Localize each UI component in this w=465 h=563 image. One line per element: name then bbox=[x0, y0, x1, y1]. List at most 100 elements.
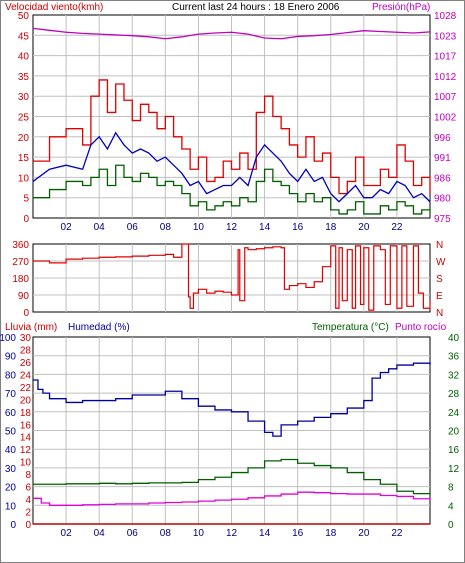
x-tick-label: 20 bbox=[358, 528, 370, 539]
compass-label: W bbox=[436, 257, 446, 268]
wind-tick-label: 10 bbox=[18, 173, 30, 184]
humidity-tick-label: 100 bbox=[0, 333, 16, 344]
chart-title: Current last 24 hours : 18 Enero 2006 bbox=[172, 2, 340, 13]
wind-gust-series bbox=[33, 79, 431, 195]
temperature-tick-label: 36 bbox=[448, 352, 460, 363]
x-tick-label: 22 bbox=[391, 528, 403, 539]
direction-tick-label: 270 bbox=[12, 257, 29, 268]
x-tick-label: 12 bbox=[226, 528, 238, 539]
pressure-tick-label: 991 bbox=[434, 153, 451, 164]
temperature-tick-label: 24 bbox=[448, 408, 460, 419]
humidity-tick-label: 50 bbox=[5, 427, 17, 438]
wind-tick-label: 45 bbox=[18, 31, 30, 42]
temperature-tick-label: 4 bbox=[448, 501, 454, 512]
wind-tick-label: 20 bbox=[18, 133, 30, 144]
wind-tick-label: 40 bbox=[18, 52, 30, 63]
pressure-tick-label: 1017 bbox=[434, 52, 457, 63]
rain-tick-label: 16 bbox=[20, 420, 32, 431]
dewpoint-axis-title: Punto rocío bbox=[395, 322, 447, 333]
wind-tick-label: 30 bbox=[18, 92, 30, 103]
rain-tick-label: 22 bbox=[20, 383, 32, 394]
temperature-tick-label: 28 bbox=[448, 389, 460, 400]
wind-tick-label: 5 bbox=[23, 194, 29, 205]
pressure-tick-label: 1023 bbox=[434, 31, 457, 42]
temperature-tick-label: 40 bbox=[448, 333, 460, 344]
x-tick-label: 12 bbox=[226, 222, 238, 233]
x-tick-label: 14 bbox=[259, 222, 271, 233]
pressure-tick-label: 975 bbox=[434, 214, 451, 225]
x-tick-label: 20 bbox=[358, 222, 370, 233]
rain-tick-label: 6 bbox=[25, 483, 31, 494]
compass-label: N bbox=[436, 240, 443, 251]
x-tick-label: 10 bbox=[193, 528, 205, 539]
pressure-axis-title: Presión(hPa) bbox=[372, 2, 430, 13]
humidity-tick-label: 80 bbox=[5, 370, 17, 381]
rain-tick-label: 26 bbox=[20, 358, 32, 369]
wind-tick-label: 25 bbox=[18, 113, 30, 124]
temperature-series bbox=[33, 458, 431, 495]
humidity-tick-label: 90 bbox=[5, 352, 17, 363]
x-tick-label: 06 bbox=[127, 528, 139, 539]
humidity-axis-title: Humedad (%) bbox=[68, 322, 130, 333]
humidity-tick-label: 10 bbox=[5, 501, 17, 512]
x-tick-label: 14 bbox=[259, 528, 271, 539]
humidity-tick-label: 30 bbox=[5, 464, 17, 475]
x-tick-label: 16 bbox=[292, 222, 304, 233]
x-tick-label: 16 bbox=[292, 528, 304, 539]
pressure-tick-label: 980 bbox=[434, 194, 451, 205]
rain-tick-label: 30 bbox=[20, 333, 32, 344]
wind-tick-label: 50 bbox=[18, 11, 30, 22]
pressure-series bbox=[32, 27, 431, 40]
rain-axis-title: Lluvia (mm) bbox=[5, 322, 57, 333]
rain-tick-label: 14 bbox=[20, 433, 32, 444]
temperature-axis-title: Temperatura (°C) bbox=[312, 322, 389, 333]
wind-pressure-chart: 0510152025303540455097598098699199610021… bbox=[18, 11, 457, 233]
rain-tick-label: 20 bbox=[20, 395, 32, 406]
wind-axis-title: Velocidad viento(kmh) bbox=[5, 2, 103, 13]
rain-tick-label: 12 bbox=[20, 445, 32, 456]
x-tick-label: 06 bbox=[127, 222, 139, 233]
pressure-tick-label: 986 bbox=[434, 173, 451, 184]
humidity-tick-label: 70 bbox=[5, 389, 17, 400]
pressure-tick-label: 1007 bbox=[434, 92, 457, 103]
temperature-tick-label: 16 bbox=[448, 445, 460, 456]
temperature-tick-label: 0 bbox=[448, 520, 454, 531]
x-tick-label: 02 bbox=[61, 528, 73, 539]
rain-tick-label: 10 bbox=[20, 458, 32, 469]
pressure-tick-label: 1028 bbox=[434, 11, 457, 22]
wind-tick-label: 15 bbox=[18, 153, 30, 164]
x-tick-label: 04 bbox=[94, 222, 106, 233]
rain-tick-label: 24 bbox=[20, 370, 32, 381]
wind-tick-label: 0 bbox=[23, 214, 29, 225]
temperature-tick-label: 12 bbox=[448, 464, 460, 475]
rain-tick-label: 2 bbox=[25, 508, 31, 519]
rain-tick-label: 4 bbox=[25, 495, 31, 506]
dewpoint-series bbox=[33, 491, 431, 506]
rain-tick-label: 28 bbox=[20, 345, 32, 356]
rain-tick-label: 18 bbox=[20, 408, 32, 419]
humidity-tick-label: 40 bbox=[5, 445, 17, 456]
temperature-tick-label: 8 bbox=[448, 483, 454, 494]
direction-tick-label: 0 bbox=[23, 308, 29, 319]
x-tick-label: 18 bbox=[325, 222, 337, 233]
humidity-temperature-chart: 0246810121416182022242628300102030405060… bbox=[0, 333, 460, 539]
wind-tick-label: 35 bbox=[18, 72, 30, 83]
temperature-tick-label: 20 bbox=[448, 427, 460, 438]
pressure-tick-label: 1002 bbox=[434, 113, 457, 124]
x-tick-label: 10 bbox=[193, 222, 205, 233]
compass-label: S bbox=[436, 274, 443, 285]
rain-tick-label: 0 bbox=[25, 520, 31, 531]
x-tick-label: 08 bbox=[160, 222, 172, 233]
humidity-series bbox=[33, 362, 431, 437]
x-tick-label: 08 bbox=[160, 528, 172, 539]
humidity-tick-label: 0 bbox=[10, 520, 16, 531]
direction-tick-label: 180 bbox=[12, 274, 29, 285]
compass-label: N bbox=[436, 308, 443, 319]
wind-average-series bbox=[32, 131, 431, 203]
x-tick-label: 02 bbox=[61, 222, 73, 233]
temperature-tick-label: 32 bbox=[448, 370, 460, 381]
humidity-tick-label: 60 bbox=[5, 408, 17, 419]
wind-low-series bbox=[33, 164, 431, 215]
